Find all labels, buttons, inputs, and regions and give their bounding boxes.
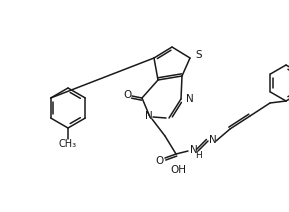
Text: CH₃: CH₃: [59, 139, 77, 149]
Text: OH: OH: [170, 165, 186, 175]
Text: N: N: [186, 94, 194, 104]
Text: H: H: [196, 152, 202, 160]
Text: N: N: [190, 145, 198, 155]
Text: S: S: [195, 50, 202, 60]
Text: O: O: [123, 90, 131, 100]
Text: O: O: [156, 156, 164, 166]
Text: N: N: [209, 135, 217, 145]
Text: N: N: [145, 111, 153, 121]
